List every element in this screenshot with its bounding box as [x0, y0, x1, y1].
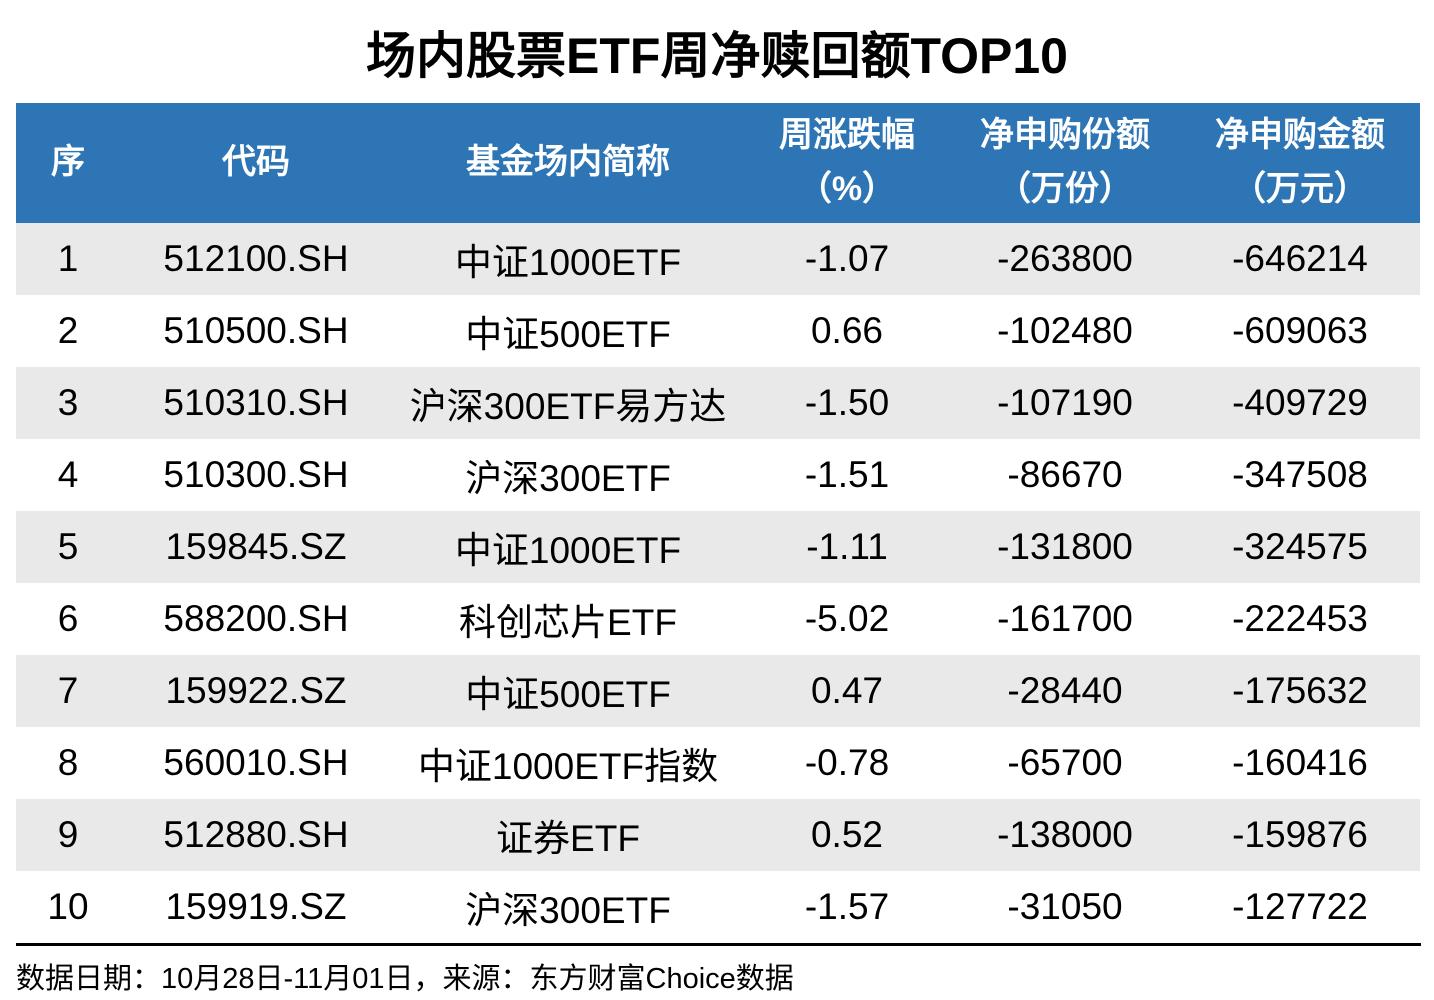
column-header-rank: 序 — [16, 103, 120, 223]
cell-net-subscription-amount: -127722 — [1232, 886, 1368, 927]
table-header-row: 序 代码 基金场内简称 周涨跌幅 （%） 净申购份额 （万份） 净申购金额 （万元） — [16, 103, 1420, 223]
column-header-unit: （万份） — [997, 170, 1133, 208]
cell-net-subscription-shares: -138000 — [997, 814, 1133, 855]
cell-code: 510300.SH — [163, 454, 349, 495]
table-row: 9 512880.SH 证券ETF 0.52 -138000 -159876 — [16, 799, 1420, 871]
cell-net-subscription-amount: -409729 — [1232, 382, 1368, 423]
table-row: 10 159919.SZ 沪深300ETF -1.57 -31050 -127722 — [16, 871, 1420, 943]
cell-code: 159922.SZ — [165, 670, 347, 711]
cell-net-subscription-shares: -28440 — [1007, 670, 1123, 711]
cell-net-subscription-amount: -222453 — [1232, 598, 1368, 639]
etf-redemption-table: 序 代码 基金场内简称 周涨跌幅 （%） 净申购份额 （万份） 净申购金额 （万元） 1 5121… — [16, 103, 1420, 943]
cell-rank: 1 — [57, 238, 79, 279]
cell-rank: 10 — [47, 886, 89, 927]
cell-net-subscription-amount: -159876 — [1232, 814, 1368, 855]
cell-name: 中证500ETF — [465, 314, 671, 355]
cell-rank: 5 — [57, 526, 79, 567]
cell-name: 中证1000ETF — [454, 530, 682, 571]
cell-weekly-change: 0.66 — [810, 310, 883, 351]
cell-rank: 4 — [57, 454, 79, 495]
column-header-net-subscription-amount: 净申购金额 （万元） — [1180, 103, 1420, 223]
cell-net-subscription-shares: -161700 — [997, 598, 1133, 639]
cell-name: 沪深300ETF — [465, 890, 671, 931]
cell-name: 沪深300ETF — [465, 458, 671, 499]
table-row: 1 512100.SH 中证1000ETF -1.07 -263800 -646214 — [16, 223, 1420, 295]
cell-name: 中证1000ETF — [454, 242, 682, 283]
cell-weekly-change: -1.50 — [804, 382, 890, 423]
cell-rank: 9 — [57, 814, 79, 855]
column-header-unit: （%） — [797, 170, 897, 208]
cell-net-subscription-amount: -646214 — [1232, 238, 1368, 279]
table-row: 2 510500.SH 中证500ETF 0.66 -102480 -609063 — [16, 295, 1420, 367]
cell-weekly-change: -5.02 — [804, 598, 890, 639]
column-header-name: 基金场内简称 — [392, 103, 744, 223]
cell-net-subscription-amount: -175632 — [1232, 670, 1368, 711]
cell-net-subscription-shares: -263800 — [997, 238, 1133, 279]
cell-weekly-change: -0.78 — [804, 742, 890, 783]
column-header-label: 基金场内简称 — [466, 143, 670, 182]
cell-code: 159845.SZ — [165, 526, 347, 567]
cell-weekly-change: -1.51 — [804, 454, 890, 495]
cell-weekly-change: -1.07 — [804, 238, 890, 279]
cell-name: 沪深300ETF易方达 — [409, 386, 727, 427]
cell-net-subscription-amount: -347508 — [1232, 454, 1368, 495]
cell-rank: 7 — [57, 670, 79, 711]
table-row: 5 159845.SZ 中证1000ETF -1.11 -131800 -324575 — [16, 511, 1420, 583]
column-header-label: 净申购份额 — [980, 116, 1150, 155]
column-header-label: 序 — [51, 143, 85, 182]
cell-name: 科创芯片ETF — [459, 602, 677, 643]
table-row: 8 560010.SH 中证1000ETF指数 -0.78 -65700 -160416 — [16, 727, 1420, 799]
cell-name: 证券ETF — [496, 818, 640, 859]
cell-net-subscription-shares: -65700 — [1007, 742, 1123, 783]
cell-net-subscription-shares: -102480 — [997, 310, 1133, 351]
cell-net-subscription-amount: -609063 — [1232, 310, 1368, 351]
page-title: 场内股票ETF周净赎回额TOP10 — [366, 27, 1068, 84]
column-header-label: 代码 — [222, 143, 290, 182]
cell-code: 510310.SH — [163, 382, 349, 423]
cell-net-subscription-shares: -86670 — [1007, 454, 1123, 495]
column-header-code: 代码 — [120, 103, 392, 223]
cell-rank: 6 — [57, 598, 79, 639]
cell-rank: 3 — [57, 382, 79, 423]
column-header-net-subscription-shares: 净申购份额 （万份） — [950, 103, 1180, 223]
cell-weekly-change: 0.52 — [810, 814, 883, 855]
cell-net-subscription-shares: -107190 — [997, 382, 1133, 423]
column-header-label: 周涨跌幅 — [779, 116, 915, 155]
column-header-label: 净申购金额 — [1215, 116, 1385, 155]
cell-net-subscription-amount: -324575 — [1232, 526, 1368, 567]
table-row: 6 588200.SH 科创芯片ETF -5.02 -161700 -222453 — [16, 583, 1420, 655]
table-row: 4 510300.SH 沪深300ETF -1.51 -86670 -347508 — [16, 439, 1420, 511]
cell-code: 510500.SH — [163, 310, 349, 351]
table-row: 7 159922.SZ 中证500ETF 0.47 -28440 -175632 — [16, 655, 1420, 727]
cell-weekly-change: 0.47 — [810, 670, 883, 711]
cell-rank: 2 — [57, 310, 79, 351]
table-row: 3 510310.SH 沪深300ETF易方达 -1.50 -107190 -409729 — [16, 367, 1420, 439]
column-header-unit: （万元） — [1232, 170, 1368, 208]
cell-net-subscription-shares: -131800 — [997, 526, 1133, 567]
table-body: 1 512100.SH 中证1000ETF -1.07 -263800 -646214 2 5… — [16, 223, 1420, 943]
cell-weekly-change: -1.11 — [806, 526, 888, 567]
cell-weekly-change: -1.57 — [804, 886, 890, 927]
cell-code: 512880.SH — [163, 814, 349, 855]
cell-name: 中证500ETF — [465, 674, 671, 715]
cell-rank: 8 — [57, 742, 79, 783]
cell-net-subscription-shares: -31050 — [1007, 886, 1123, 927]
cell-name: 中证1000ETF指数 — [417, 746, 719, 787]
data-source-note: 数据日期：10月28日-11月01日，来源：东方财富Choice数据 — [16, 943, 1421, 997]
cell-code: 588200.SH — [163, 598, 349, 639]
cell-code: 159919.SZ — [165, 886, 347, 927]
cell-code: 512100.SH — [163, 238, 349, 279]
cell-net-subscription-amount: -160416 — [1232, 742, 1368, 783]
cell-code: 560010.SH — [163, 742, 349, 783]
column-header-weekly-change: 周涨跌幅 （%） — [744, 103, 950, 223]
